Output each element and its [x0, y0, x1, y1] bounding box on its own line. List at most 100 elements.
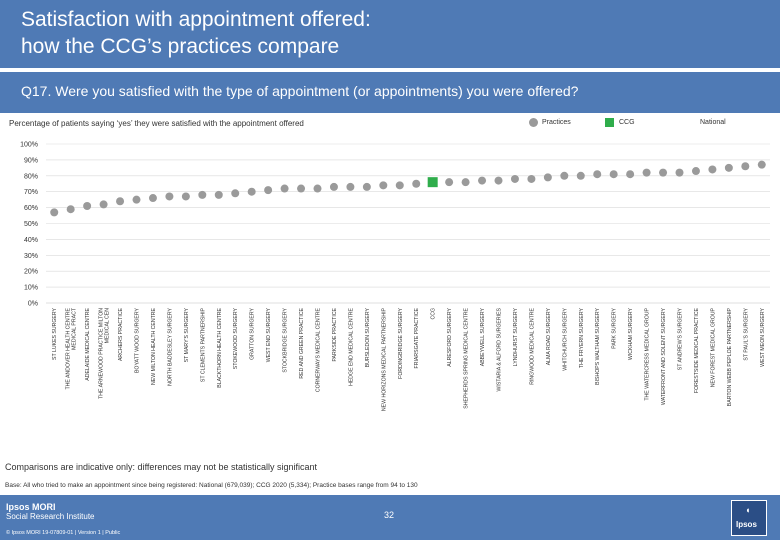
data-points — [50, 160, 766, 217]
practice-point — [280, 184, 289, 193]
practice-point — [165, 192, 174, 201]
x-tick-label: STOCKBRIDGE SURGERY — [283, 307, 289, 372]
base-note: Base: All who tried to make an appointme… — [5, 482, 418, 489]
legend-ccg-label: CCG — [619, 119, 635, 126]
practice-point — [132, 195, 141, 204]
legend-practices-label: Practices — [542, 119, 571, 126]
x-tick-label: BARTON WEBB PEPLOE PARTNERSHIP — [727, 307, 733, 406]
practice-point — [642, 168, 651, 177]
practice-point — [461, 178, 470, 187]
x-tick-label: THE FRYERN SURGERY — [579, 307, 585, 368]
page-title: Satisfaction with appointment offered: h… — [21, 6, 621, 60]
footer-info: © Ipsos MORI 19-07809-01 | Version 1 | P… — [6, 530, 121, 536]
x-axis-labels: ST LUKES SURGERY THE ANDOVER HEALTH CENTR… — [52, 307, 766, 411]
practice-point — [66, 205, 75, 214]
x-tick-label: ST MARY'S SURGERY — [184, 307, 190, 362]
x-tick-label: ST ANDREW'S SURGERY — [678, 307, 684, 370]
x-tick-label: WATERFRONT AND SOLENT SURGERY — [661, 307, 667, 405]
x-tick-label: NEW FOREST MEDICAL GROUP — [710, 307, 716, 387]
x-tick-label: ARCHERS PRACTICE — [118, 307, 124, 361]
x-tick-label: STOKEWOOD SURGERY — [233, 307, 239, 369]
y-tick-label: 20% — [24, 269, 38, 276]
y-tick-label: 0% — [28, 301, 38, 308]
x-tick-label: LYNDHURST SURGERY — [513, 307, 519, 366]
practice-point — [494, 176, 503, 185]
x-tick-label: BOYATT WOOD SURGERY — [135, 307, 141, 373]
x-tick-label: WISTARIA & ALFORD SURGERIES — [497, 307, 503, 391]
x-tick-label: BURSLEDON SURGERY — [365, 307, 371, 367]
x-tick-label: ST PAUL'S SURGERY — [743, 307, 749, 360]
y-tick-label: 40% — [24, 237, 38, 244]
legend-national-label: National — [700, 119, 726, 126]
practice-point — [445, 178, 454, 187]
chart: 0% 10% 20% 30% 40% 50% 60% 70% 80% 90% 100% ST LUK… — [20, 142, 770, 411]
x-tick-label: WEST MEON SURGERY — [760, 307, 766, 366]
y-tick-label: 80% — [24, 173, 38, 180]
practice-point — [379, 181, 388, 190]
chart-subtitle: Percentage of patients saying ‘yes’ they… — [9, 119, 304, 128]
y-tick-label: 100% — [20, 142, 38, 149]
practice-point — [560, 171, 569, 180]
practice-point — [659, 168, 668, 177]
title-line-1: Satisfaction with appointment offered: — [21, 8, 371, 31]
practice-point — [362, 182, 371, 191]
footer-brand: Ipsos MORI Social Research Institute — [6, 502, 95, 522]
question-text: Q17. Were you satisfied with the type of… — [21, 83, 579, 99]
legend-ccg-swatch — [605, 118, 614, 127]
x-tick-label: NORTH BADDESLEY SURGERY — [167, 307, 173, 385]
practice-point — [691, 167, 700, 176]
x-tick-label: ABBEYWELL SURGERY — [480, 307, 486, 366]
practice-point — [116, 197, 125, 206]
practice-point — [148, 194, 157, 203]
practice-point — [329, 182, 338, 191]
practice-point — [214, 190, 223, 199]
page-number: 32 — [384, 510, 395, 520]
x-tick-label: FORESTSIDE MEDICAL PRACTICE — [694, 307, 700, 393]
practice-point — [313, 184, 322, 193]
y-tick-label: 10% — [24, 285, 38, 292]
practice-point — [510, 174, 519, 183]
practice-point — [527, 174, 536, 183]
x-tick-label: ALRESFORD SURGERY — [447, 307, 453, 366]
logo-icon: ◖ — [745, 505, 751, 515]
x-tick-label: CORNERWAYS MEDICAL CENTRE — [316, 307, 322, 392]
x-tick-label: THE WATERCRESS MEDICAL GROUP — [645, 307, 651, 400]
practice-point — [83, 202, 92, 211]
practice-point — [741, 162, 750, 171]
x-tick-label: PARKSIDE PRACTICE — [332, 307, 338, 361]
x-tick-label: CCG — [431, 308, 437, 320]
comparison-note: Comparisons are indicative only: differe… — [5, 462, 317, 472]
ipsos-logo: ◖ Ipsos — [731, 500, 767, 536]
practice-point — [181, 192, 190, 201]
brand-name: Ipsos MORI — [6, 502, 56, 512]
practice-point — [99, 200, 108, 209]
x-tick-label: FRIARSGATE PRACTICE — [414, 307, 420, 368]
question-band — [0, 72, 780, 113]
y-axis-ticks: 0% 10% 20% 30% 40% 50% 60% 70% 80% 90% 100% — [20, 142, 38, 308]
x-tick-label: BISHOPS WALTHAM SURGERY — [595, 307, 601, 384]
x-tick-label: NEW HORIZONS MEDICAL PARTNERSHIP — [381, 307, 387, 411]
x-tick-label: THE ARNEWOOD PRACTICE MILTONMEDICAL CEN — [99, 308, 111, 399]
x-tick-label: PARK SURGERY — [612, 307, 618, 348]
y-tick-label: 90% — [24, 157, 38, 164]
practice-point — [395, 181, 404, 190]
practice-point — [675, 168, 684, 177]
x-tick-label: ALMA ROAD SURGERY — [546, 307, 552, 365]
x-tick-label: GRATTON SURGERY — [250, 307, 256, 359]
ccg-marker — [427, 177, 438, 188]
practice-point — [609, 170, 618, 179]
x-tick-label: THE ANDOVER HEALTH CENTREMEDICAL PRACT — [66, 307, 78, 389]
x-tick-label: WHITCHURCH SURGERY — [562, 307, 568, 370]
x-tick-label: BLACKTHORN HEALTH CENTRE — [217, 307, 223, 387]
x-tick-label: FORDINGBRIDGE SURGERY — [398, 307, 404, 378]
practice-point — [757, 160, 766, 169]
practice-point — [543, 173, 552, 182]
x-tick-label: ST LUKES SURGERY — [52, 307, 58, 360]
practice-point — [198, 190, 207, 199]
gridlines — [46, 143, 770, 304]
title-line-2: how the CCG’s practices compare — [21, 35, 340, 58]
logo-text: Ipsos — [736, 520, 757, 529]
practice-point — [297, 184, 306, 193]
y-tick-label: 60% — [24, 205, 38, 212]
x-tick-label: WEST END SURGERY — [266, 307, 272, 362]
